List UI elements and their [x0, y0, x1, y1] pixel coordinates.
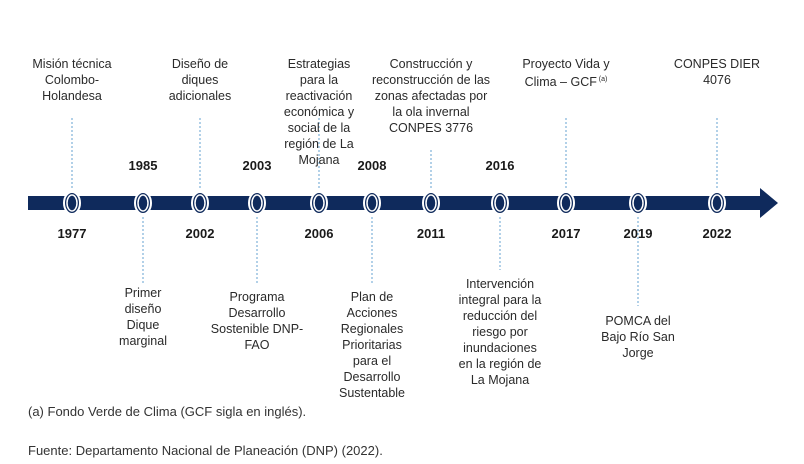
year-label-2008: 2008: [357, 158, 387, 173]
milestone-node-ring-2002: [194, 194, 206, 212]
milestone-node-ring-2017: [560, 194, 572, 212]
footnote: (a) Fondo Verde de Clima (GCF sigla en i…: [28, 404, 307, 419]
event-label-text: Intervención integral para la reducción …: [458, 277, 542, 387]
event-label-text: Proyecto Vida y Clima – GCF: [522, 57, 610, 90]
year-label-2019: 2019: [623, 226, 653, 241]
event-label-text: Plan de Acciones Regionales Prioritarias…: [338, 290, 406, 400]
event-label-text: Diseño de diques adicionales: [168, 57, 232, 103]
milestone-node-ring-2006: [313, 194, 325, 212]
footnote-marker: (a): [596, 76, 608, 83]
milestone-node-ring-2022: [711, 194, 723, 212]
event-label-2008: Plan de Acciones Regionales Prioritarias…: [327, 289, 417, 401]
year-label-2022: 2022: [702, 226, 732, 241]
event-label-text: POMCA del Bajo Río San Jorge: [601, 314, 675, 360]
year-label-2003: 2003: [242, 158, 272, 173]
year-label-2006: 2006: [304, 226, 334, 241]
milestone-node-ring-2003: [251, 194, 263, 212]
event-label-1985: Primer diseño Dique marginal: [103, 285, 183, 349]
milestone-node-ring-1977: [66, 194, 78, 212]
year-label-1977: 1977: [57, 226, 87, 241]
event-label-2003: Programa Desarrollo Sostenible DNP- FAO: [202, 289, 312, 353]
event-label-text: Primer diseño Dique marginal: [119, 286, 167, 348]
event-label-text: Programa Desarrollo Sostenible DNP- FAO: [210, 290, 304, 352]
milestone-node-ring-1985: [137, 194, 149, 212]
timeline-arrowhead: [760, 188, 778, 218]
year-label-2016: 2016: [485, 158, 515, 173]
milestone-node-ring-2008: [366, 194, 378, 212]
event-label-text: Misión técnica Colombo- Holandesa: [32, 57, 112, 103]
event-label-2017: Proyecto Vida y Clima – GCF (a): [506, 56, 626, 90]
year-label-2017: 2017: [551, 226, 581, 241]
event-label-2016: Intervención integral para la reducción …: [440, 276, 560, 388]
timeline-axis: [28, 196, 763, 210]
event-label-2006: Estrategias para la reactivación económi…: [269, 56, 369, 168]
source-note: Fuente: Departamento Nacional de Planeac…: [28, 443, 383, 458]
event-label-2002: Diseño de diques adicionales: [150, 56, 250, 104]
event-label-2022: CONPES DIER 4076: [662, 56, 772, 88]
year-label-2002: 2002: [185, 226, 215, 241]
event-label-2011: Construcción y reconstrucción de las zon…: [361, 56, 501, 136]
year-label-2011: 2011: [416, 226, 446, 241]
event-label-2019: POMCA del Bajo Río San Jorge: [583, 313, 693, 361]
event-label-text: Estrategias para la reactivación económi…: [283, 57, 355, 167]
year-label-1985: 1985: [128, 158, 158, 173]
milestone-node-ring-2016: [494, 194, 506, 212]
milestone-node-ring-2011: [425, 194, 437, 212]
event-label-1977: Misión técnica Colombo- Holandesa: [17, 56, 127, 104]
event-label-text: Construcción y reconstrucción de las zon…: [371, 57, 491, 135]
event-label-text: CONPES DIER 4076: [673, 57, 761, 87]
milestone-node-ring-2019: [632, 194, 644, 212]
